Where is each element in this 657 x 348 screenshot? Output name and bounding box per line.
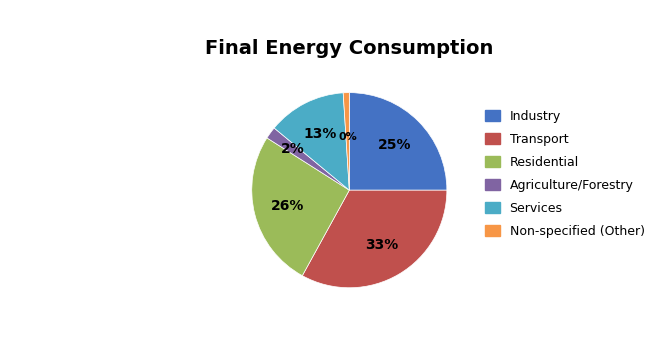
Title: Final Energy Consumption: Final Energy Consumption xyxy=(205,39,493,58)
Text: 26%: 26% xyxy=(271,199,305,213)
Wedge shape xyxy=(267,128,350,190)
Text: 2%: 2% xyxy=(281,142,304,156)
Legend: Industry, Transport, Residential, Agriculture/Forestry, Services, Non-specified : Industry, Transport, Residential, Agricu… xyxy=(478,104,650,244)
Text: 13%: 13% xyxy=(304,127,337,141)
Text: 33%: 33% xyxy=(365,238,398,252)
Wedge shape xyxy=(343,93,350,190)
Wedge shape xyxy=(302,190,447,288)
Wedge shape xyxy=(274,93,350,190)
Wedge shape xyxy=(350,93,447,190)
Text: 25%: 25% xyxy=(377,139,411,152)
Text: 0%: 0% xyxy=(338,132,357,142)
Wedge shape xyxy=(252,138,350,276)
